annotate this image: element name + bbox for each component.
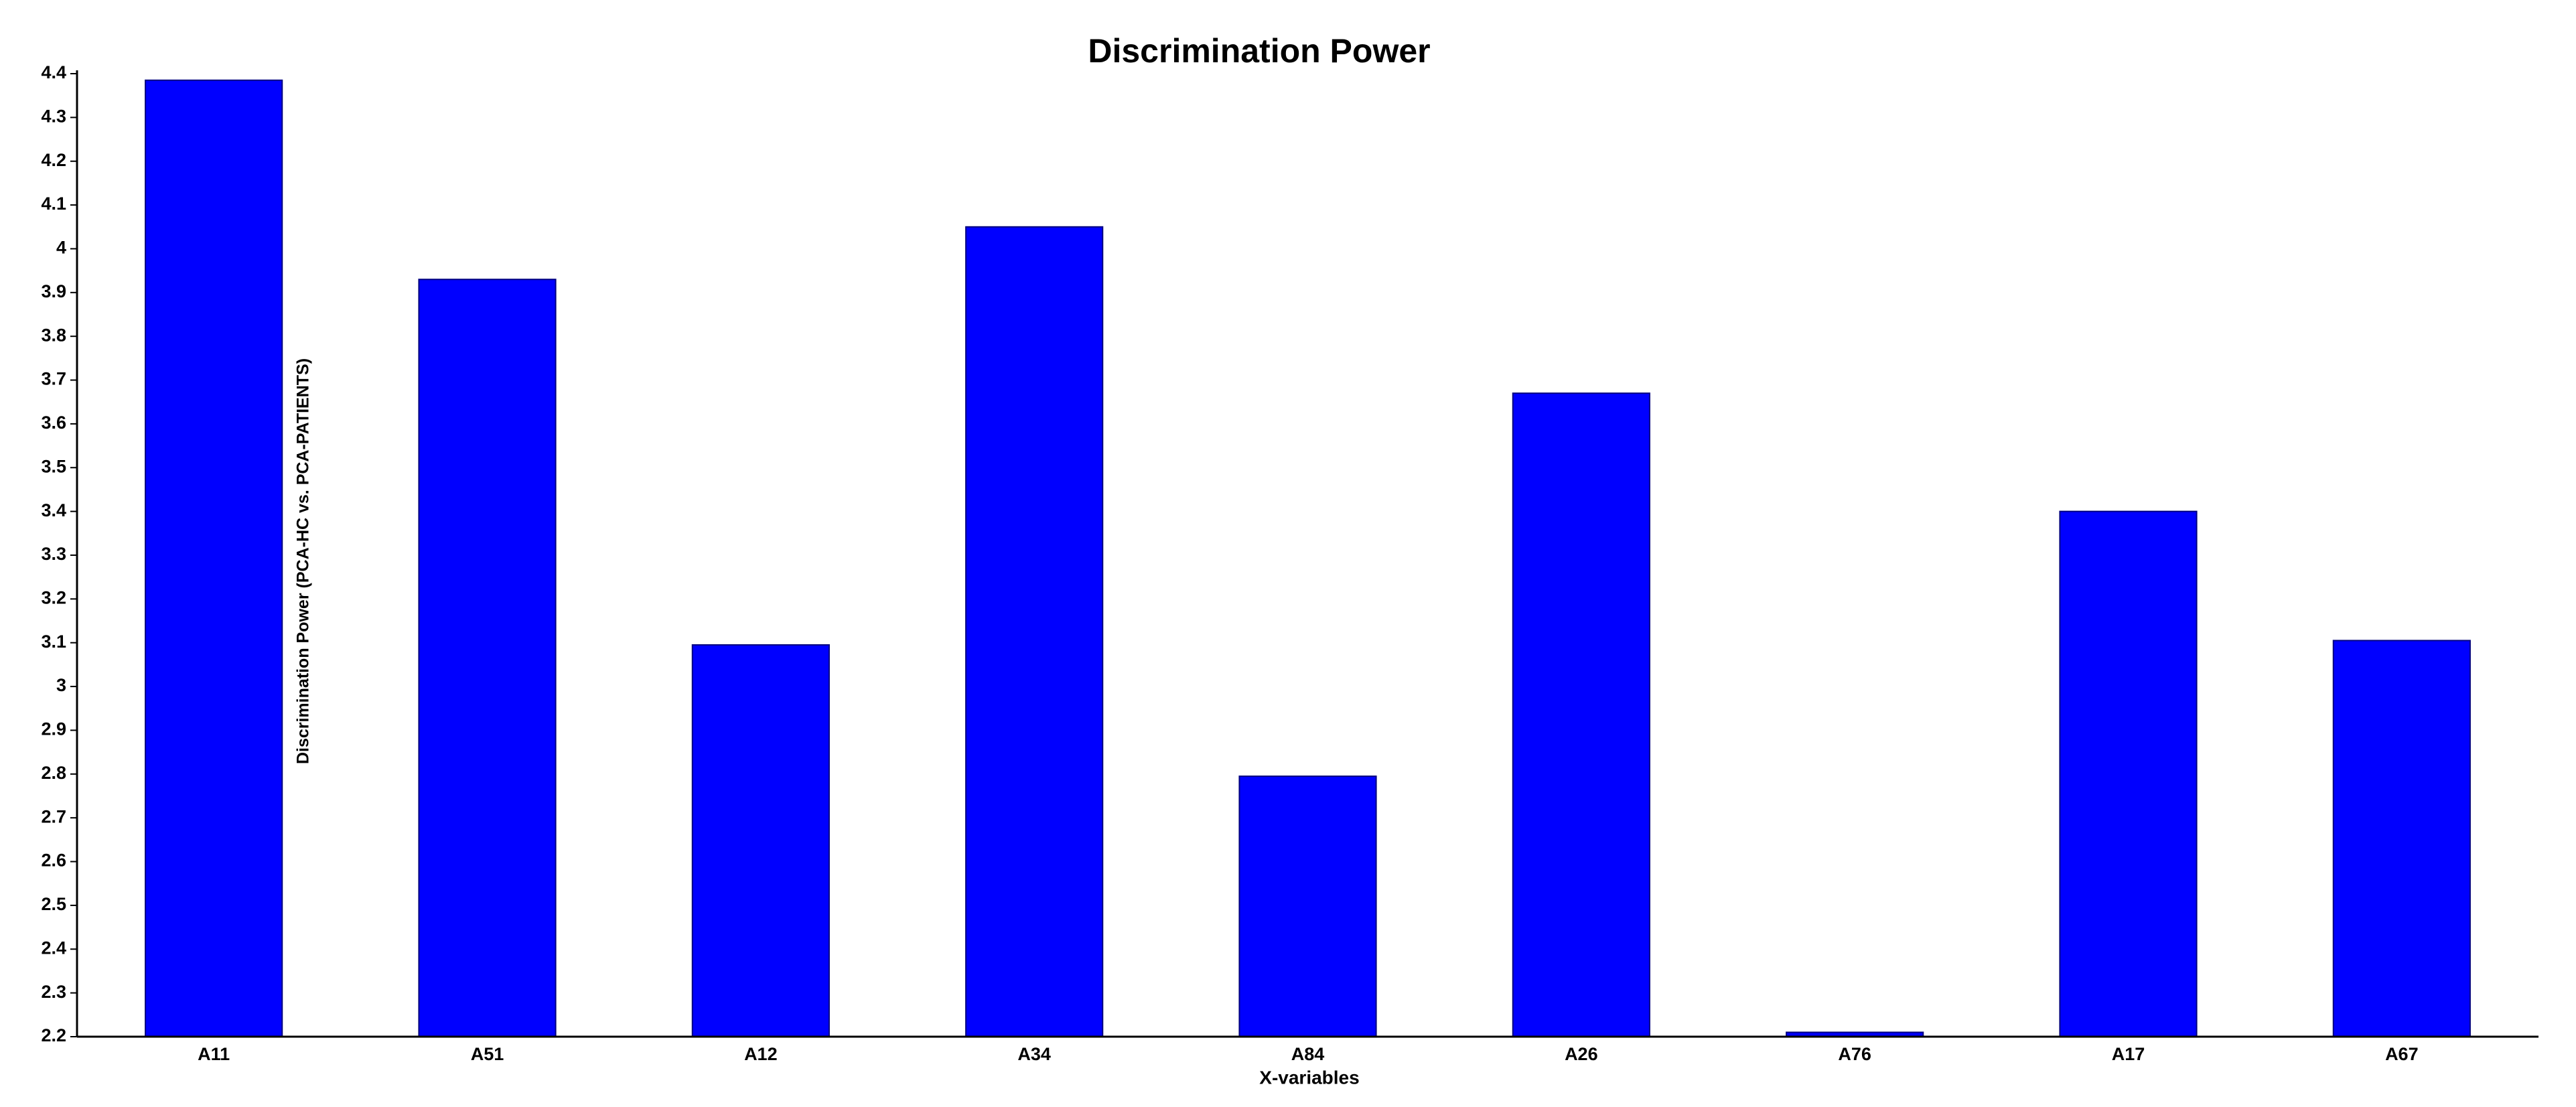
bar [1512, 392, 1650, 1037]
x-tick-label: A51 [471, 1044, 504, 1064]
bar [2059, 510, 2198, 1037]
bar [1238, 776, 1377, 1037]
x-axis-label: X-variables [1259, 1067, 1359, 1088]
y-tick-label: 2.4 [41, 938, 66, 958]
y-tick-label: 3.1 [41, 632, 66, 652]
x-tick-label: A17 [2112, 1044, 2145, 1064]
y-tick-label: 3.6 [41, 413, 66, 433]
y-axis-label: Discrimination Power (PCA-HC vs. PCA-PAT… [294, 358, 313, 764]
y-tick-label: 3.4 [41, 500, 66, 520]
y-tick-label: 3.9 [41, 281, 66, 301]
y-tick-label: 3.2 [41, 587, 66, 607]
y-tick-label: 3 [56, 675, 66, 695]
x-tick-label: A67 [2385, 1044, 2419, 1064]
y-tick-label: 2.3 [41, 982, 66, 1002]
y-tick-label: 3.7 [41, 369, 66, 389]
y-tick-label: 3.3 [41, 544, 66, 564]
y-tick-label: 4.1 [41, 194, 66, 214]
y-tick-label: 2.8 [41, 763, 66, 783]
y-tick-label: 2.7 [41, 806, 66, 826]
x-tick-label: A12 [744, 1044, 778, 1064]
y-tick-label: 2.6 [41, 851, 66, 871]
x-tick-label: A76 [1838, 1044, 1871, 1064]
bar [965, 226, 1104, 1038]
x-tick-label: A84 [1291, 1044, 1325, 1064]
y-tick-label: 2.2 [41, 1025, 66, 1045]
y-tick-label: 3.5 [41, 456, 66, 476]
bar [691, 644, 830, 1037]
bar [2332, 640, 2471, 1037]
x-tick-label: A26 [1565, 1044, 1598, 1064]
y-tick-label: 2.5 [41, 894, 66, 914]
y-tick-label: 4.3 [41, 106, 66, 126]
x-tick-label: A34 [1017, 1044, 1051, 1064]
chart-title: Discrimination Power [1088, 32, 1430, 70]
y-tick-label: 4.2 [41, 150, 66, 170]
bar [418, 279, 557, 1037]
bar [145, 79, 283, 1037]
y-tick-label: 2.9 [41, 719, 66, 739]
y-tick-label: 3.8 [41, 325, 66, 345]
x-tick-label: A11 [198, 1044, 230, 1064]
y-tick-label: 4.4 [41, 62, 66, 82]
y-tick-label: 4 [56, 238, 66, 258]
